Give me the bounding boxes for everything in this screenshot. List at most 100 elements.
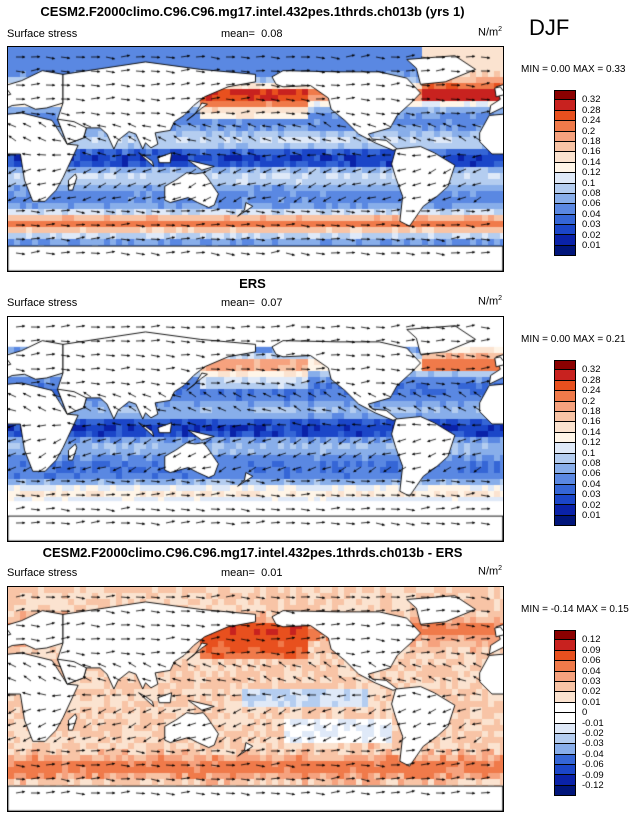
colorbar-level-label: 0.24: [582, 115, 601, 127]
colorbar-swatch: [554, 131, 576, 142]
colorbar-level-label: 0.1: [582, 447, 596, 459]
colorbar-swatch: [554, 775, 576, 786]
colorbar-swatch: [554, 360, 576, 371]
panel-1-min-max: MIN = 0.00 MAX = 0.33: [521, 64, 626, 75]
colorbar-swatch: [554, 505, 576, 516]
colorbar-swatch: [554, 474, 576, 485]
colorbar-level-label: 0.04: [582, 478, 601, 490]
colorbar-swatch: [554, 422, 576, 433]
panel-3-variable: Surface stress: [7, 567, 78, 579]
colorbar-level-label: -0.06: [582, 759, 604, 771]
colorbar-swatch: [554, 765, 576, 776]
colorbar-swatch: [554, 733, 576, 745]
colorbar-level-label: 0.28: [582, 374, 601, 386]
panel-1-units-base: N/m: [478, 26, 499, 39]
colorbar-swatch: [554, 723, 576, 734]
season-label: DJF: [529, 15, 570, 40]
colorbar-swatch: [554, 463, 576, 475]
colorbar-swatch: [554, 640, 576, 651]
panel-1-map: [7, 46, 504, 272]
colorbar-level-label: 0.01: [582, 240, 601, 251]
panel-3-units-base: N/m: [478, 565, 499, 578]
colorbar-swatch: [554, 370, 576, 381]
colorbar-swatch: [554, 183, 576, 194]
colorbar-swatch: [554, 401, 576, 412]
panel-2-units-exp: 2: [498, 295, 503, 302]
panel-2-units-base: N/m: [478, 295, 499, 308]
colorbar-swatch: [554, 681, 576, 693]
colorbar-level-label: 0.12: [582, 634, 601, 646]
colorbar-level-label: 0.01: [582, 696, 601, 708]
colorbar-level-label: 0.18: [582, 136, 601, 147]
colorbar-swatch: [554, 785, 576, 797]
panel-1-title: CESM2.F2000climo.C96.C96.mg17.intel.432p…: [40, 4, 465, 19]
colorbar-level-label: -0.09: [582, 769, 604, 781]
colorbar-swatch: [554, 754, 576, 766]
colorbar-swatch: [554, 162, 576, 174]
panel-1-units-exp: 2: [498, 26, 503, 33]
panel-2-min-max: MIN = 0.00 MAX = 0.21: [521, 334, 626, 345]
panel-3-units-exp: 2: [498, 565, 503, 572]
colorbar-swatch: [554, 121, 576, 132]
panel-3-min-max: MIN = -0.14 MAX = 0.15: [521, 604, 629, 615]
colorbar-level-label: 0: [582, 707, 588, 719]
colorbar-level-label: 0.06: [582, 655, 601, 667]
colorbar-level-label: 0.32: [582, 94, 601, 106]
panel-2-colorbar: [554, 360, 576, 527]
colorbar-level-label: 0.02: [582, 229, 601, 241]
colorbar-level-label: -0.04: [582, 748, 604, 760]
colorbar-level-label: 0.2: [582, 125, 596, 137]
colorbar-swatch: [554, 411, 576, 423]
colorbar-level-label: 0.28: [582, 104, 601, 116]
panel-2-title: ERS: [239, 276, 266, 291]
colorbar-swatch: [554, 235, 576, 246]
panel-2-map-canvas: [8, 317, 503, 541]
panel-3-title: CESM2.F2000climo.C96.C96.mg17.intel.432p…: [42, 545, 463, 560]
colorbar-swatch: [554, 173, 576, 184]
panel-2-mean: mean= 0.07: [221, 297, 283, 309]
colorbar-level-label: 0.12: [582, 167, 601, 179]
colorbar-level-label: 0.09: [582, 644, 601, 656]
colorbar-swatch: [554, 702, 576, 714]
panel-3-units: N/m2: [478, 565, 502, 578]
colorbar-level-label: 0.18: [582, 406, 601, 417]
colorbar-level-label: -0.12: [582, 780, 604, 791]
panel-1-mean-value: 0.08: [261, 28, 283, 40]
colorbar-swatch: [554, 744, 576, 755]
colorbar-level-label: 0.14: [582, 156, 601, 168]
colorbar-swatch: [554, 713, 576, 724]
colorbar-level-label: 0.32: [582, 364, 601, 376]
colorbar-swatch: [554, 204, 576, 215]
colorbar-level-label: 0.06: [582, 198, 601, 210]
colorbar-level-label: 0.16: [582, 146, 601, 158]
panel-1-mean: mean= 0.08: [221, 28, 283, 40]
colorbar-level-label: 0.16: [582, 416, 601, 428]
colorbar-level-label: 0.03: [582, 219, 601, 231]
panel-3-map: [7, 586, 504, 812]
panel-1-colorbar: [554, 90, 576, 257]
colorbar-swatch: [554, 432, 576, 444]
colorbar-level-label: -0.03: [582, 738, 604, 750]
colorbar-level-label: 0.12: [582, 437, 601, 449]
panel-1-variable: Surface stress: [7, 28, 78, 40]
colorbar-swatch: [554, 671, 576, 682]
colorbar-swatch: [554, 495, 576, 506]
colorbar-swatch: [554, 515, 576, 527]
colorbar-swatch: [554, 692, 576, 703]
colorbar-level-label: 0.08: [582, 188, 601, 199]
colorbar-level-label: 0.14: [582, 426, 601, 438]
panel-3-colorbar: [554, 630, 576, 797]
colorbar-level-label: 0.2: [582, 395, 596, 407]
colorbar-swatch: [554, 110, 576, 122]
colorbar-swatch: [554, 90, 576, 101]
panel-1-units: N/m2: [478, 26, 502, 39]
panel-2-variable: Surface stress: [7, 297, 78, 309]
colorbar-swatch: [554, 484, 576, 496]
colorbar-level-label: 0.01: [582, 510, 601, 521]
colorbar-level-label: 0.06: [582, 468, 601, 480]
colorbar-level-label: 0.1: [582, 177, 596, 189]
colorbar-swatch: [554, 152, 576, 163]
colorbar-swatch: [554, 650, 576, 662]
colorbar-swatch: [554, 193, 576, 205]
panel-1-mean-label: mean=: [221, 28, 255, 40]
